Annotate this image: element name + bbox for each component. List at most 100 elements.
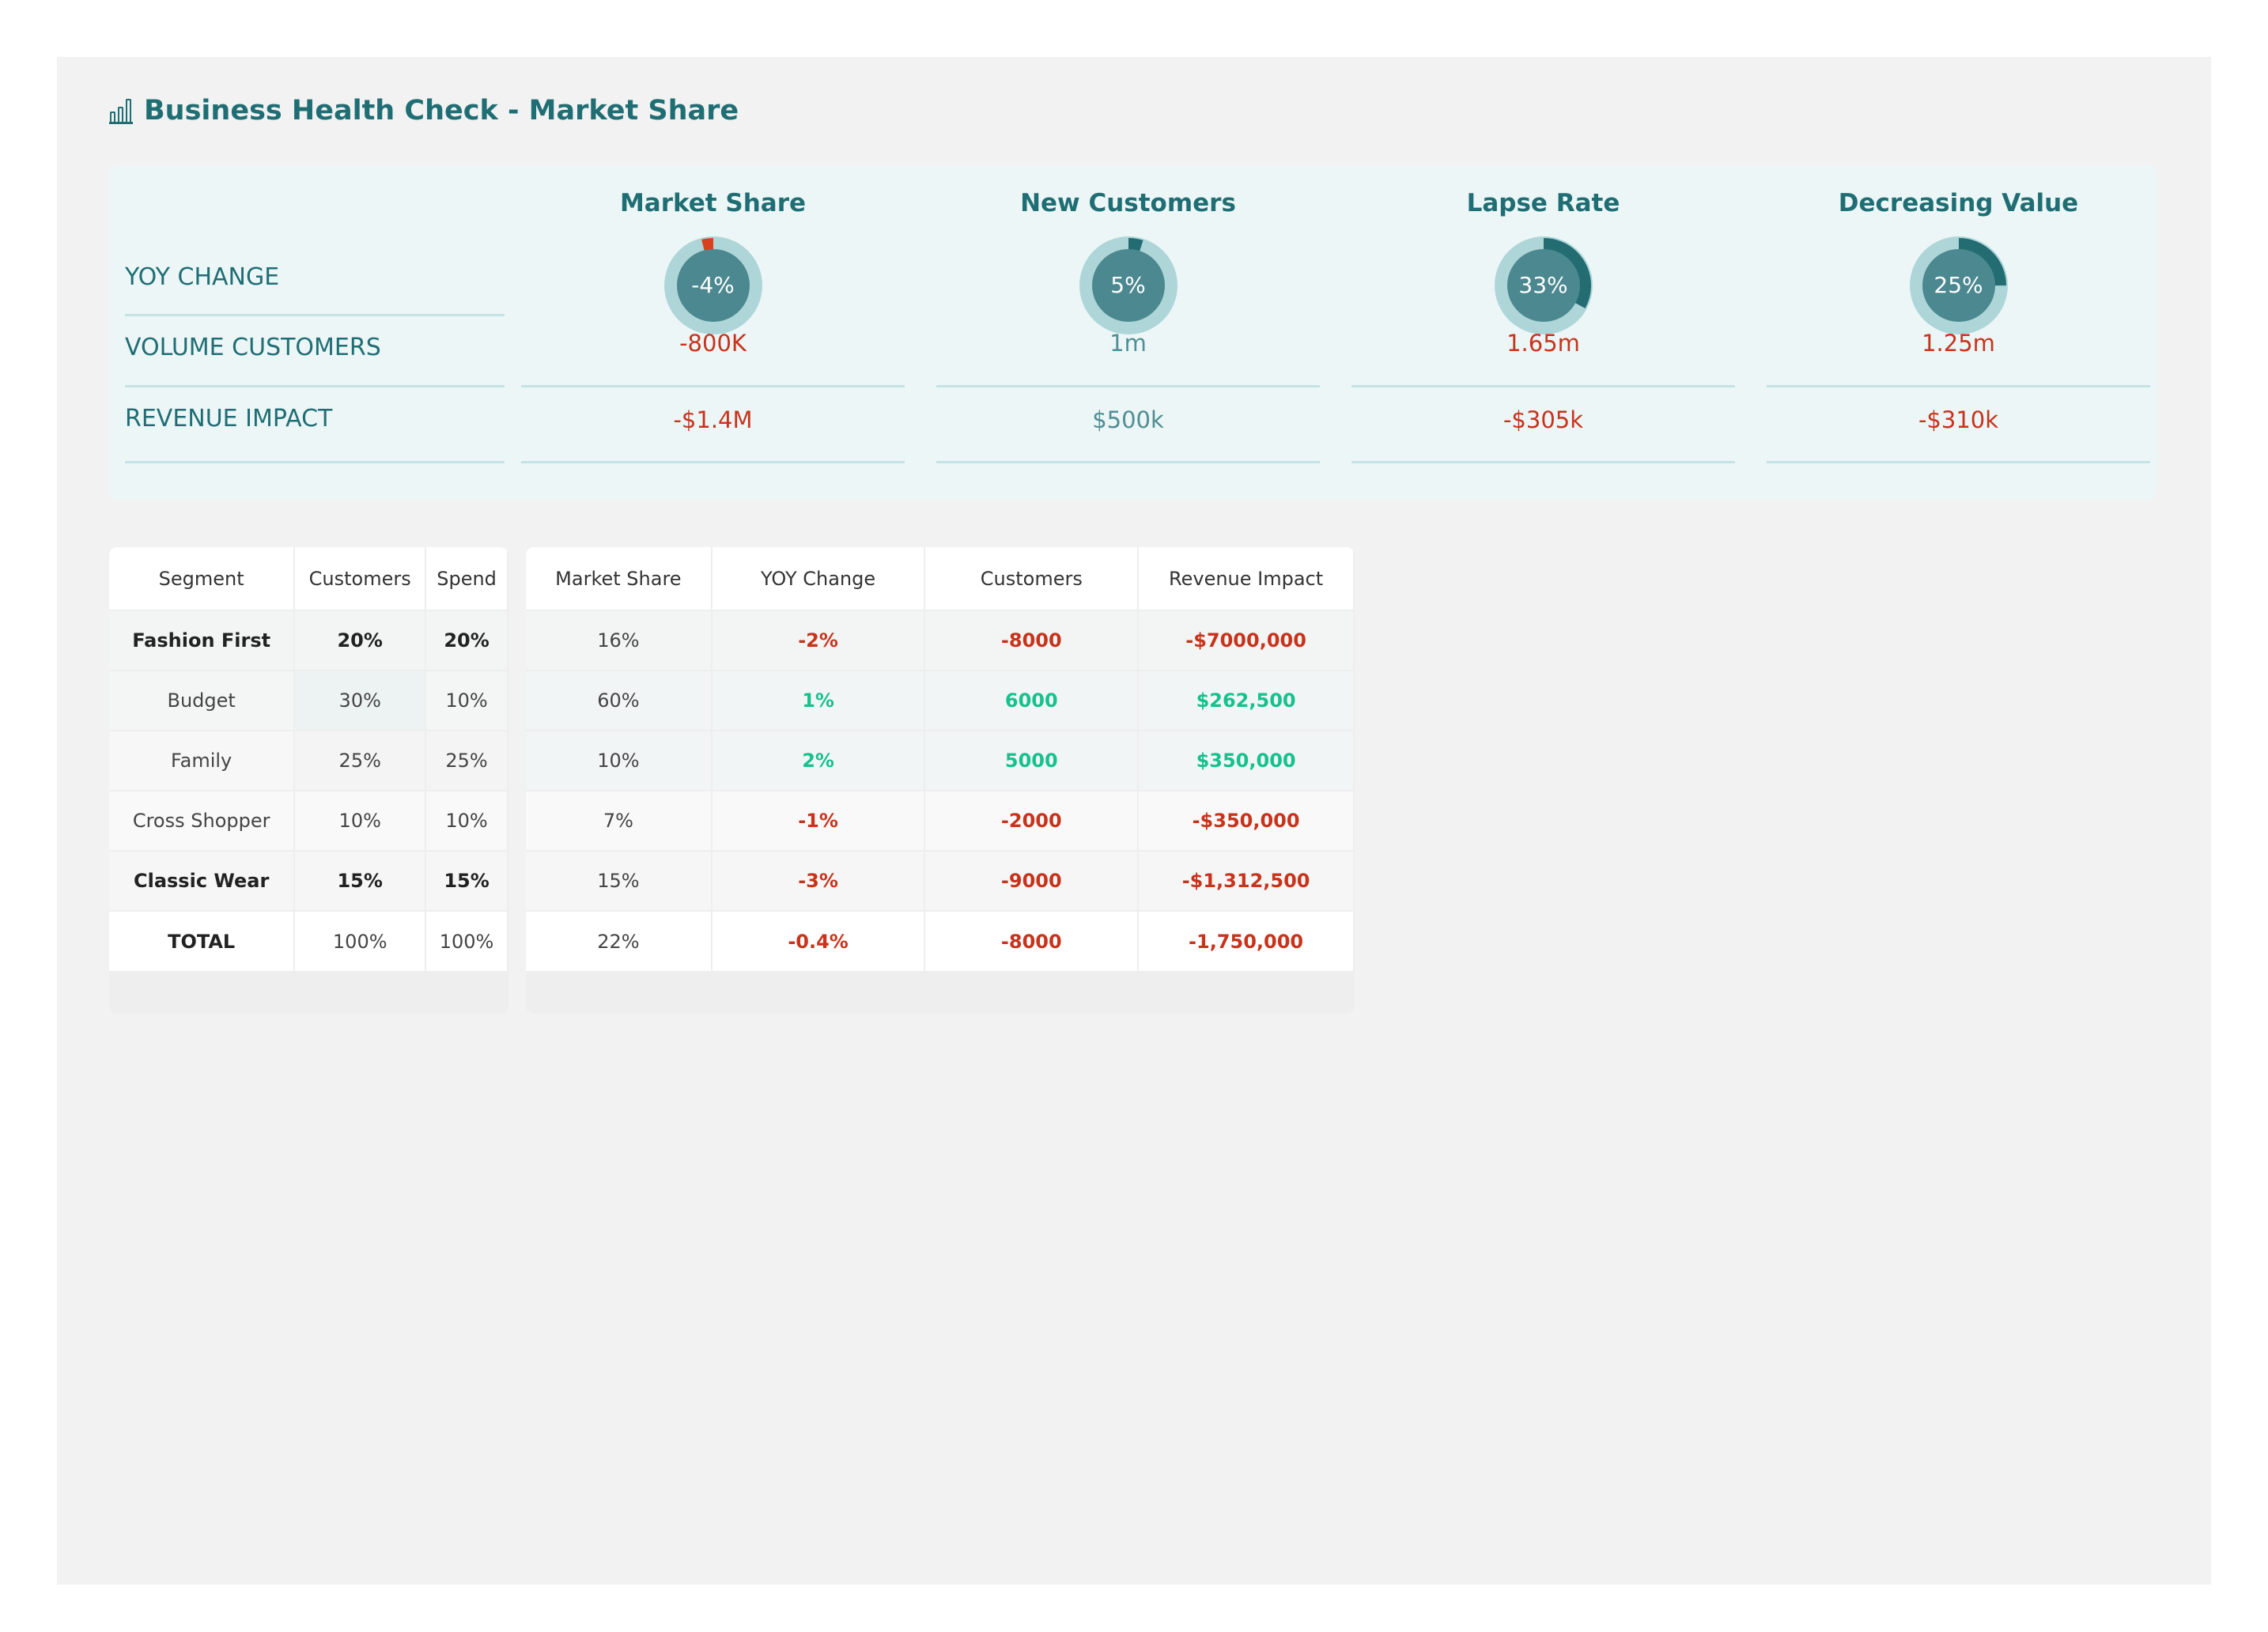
spend-cell: 15% — [425, 850, 508, 911]
yoy-gauge: -4% — [663, 236, 762, 334]
row-divider — [936, 461, 1320, 463]
market-share-cell: 15% — [526, 850, 713, 911]
market-share-cell: 22% — [526, 910, 713, 971]
table-row: 7% -1% -2000 -$350,000 — [526, 790, 1355, 851]
row-divider — [521, 461, 905, 463]
gauge-arc — [1911, 238, 2006, 333]
gauge-value: 33% — [1518, 272, 1568, 298]
kpi-title: Lapse Rate — [1466, 189, 1620, 217]
yoy-gauge: 5% — [1079, 236, 1177, 334]
kpi-column: New Customers 5% 1m $500k — [936, 165, 1320, 500]
page-header: Business Health Check - Market Share — [109, 89, 739, 133]
row-label-revenue-impact: REVENUE IMPACT — [125, 405, 333, 433]
revenue-impact-value: -$310k — [1918, 406, 1999, 433]
kpi-panel: YOY CHANGE VOLUME CUSTOMERS REVENUE IMPA… — [109, 165, 2157, 500]
yoy-cell: 1% — [711, 670, 926, 731]
revenue-impact-value: -$1.4M — [673, 406, 753, 433]
revenue-cell: $262,500 — [1138, 670, 1355, 731]
impact-table: Market Share YOY Change Customers Revenu… — [526, 547, 1355, 1014]
table-header-row: Segment Customers Spend — [109, 547, 508, 610]
volume-customers-value: -800K — [679, 330, 747, 357]
market-share-cell: 60% — [526, 670, 713, 731]
yoy-cell: -1% — [711, 790, 926, 851]
volume-customers-value: 1m — [1109, 330, 1147, 357]
row-divider — [521, 385, 905, 387]
yoy-gauge: 25% — [1909, 236, 2008, 334]
kpi-column: Market Share -4% -800K -$1.4M — [521, 165, 905, 500]
yoy-cell: -3% — [711, 850, 926, 911]
segment-cell: Cross Shopper — [109, 790, 296, 851]
kpi-title: Market Share — [619, 189, 807, 217]
revenue-cell: -$7000,000 — [1138, 610, 1355, 671]
revenue-impact-value: -$305k — [1503, 406, 1584, 433]
spend-cell: 25% — [425, 730, 508, 791]
kpi-column: Decreasing Value 25% 1.25m -$310k — [1767, 165, 2150, 500]
table-row: Classic Wear 15% 15% — [109, 850, 508, 911]
gauge-arc — [1495, 238, 1591, 333]
customers-cell: -8000 — [924, 610, 1140, 671]
table-row: 10% 2% 5000 $350,000 — [526, 730, 1355, 791]
segment-cell: Classic Wear — [109, 850, 296, 911]
market-share-cell: 10% — [526, 730, 713, 791]
segment-cell: Budget — [109, 670, 296, 731]
revenue-cell: -$1,312,500 — [1138, 850, 1355, 911]
page-title: Business Health Check - Market Share — [144, 95, 739, 127]
dashboard-page: Business Health Check - Market Share YOY… — [57, 57, 2211, 1585]
customers-cell: 30% — [294, 670, 427, 731]
gauge-value: -4% — [691, 272, 735, 298]
customers-cell: -9000 — [924, 850, 1140, 911]
kpi-column: Lapse Rate 33% 1.65m -$305k — [1351, 165, 1735, 500]
column-header-spend: Spend — [425, 547, 508, 610]
yoy-cell: 2% — [711, 730, 926, 791]
gauge-value: 25% — [1933, 272, 1983, 298]
column-header-yoy-change: YOY Change — [711, 547, 926, 610]
segment-cell: TOTAL — [109, 910, 296, 971]
revenue-cell: $350,000 — [1138, 730, 1355, 791]
spend-cell: 10% — [425, 790, 508, 851]
table-header-row: Market Share YOY Change Customers Revenu… — [526, 547, 1355, 610]
table-row: 15% -3% -9000 -$1,312,500 — [526, 850, 1355, 911]
customers-cell: -2000 — [924, 790, 1140, 851]
row-divider — [125, 385, 505, 387]
table-row: TOTAL 100% 100% — [109, 910, 508, 971]
gauge-value: 5% — [1110, 272, 1146, 298]
table-row: 16% -2% -8000 -$7000,000 — [526, 610, 1355, 671]
table-row: Budget 30% 10% — [109, 670, 508, 731]
row-label-volume-customers: VOLUME CUSTOMERS — [125, 334, 381, 361]
table-row: Family 25% 25% — [109, 730, 508, 791]
customers-cell: 6000 — [924, 670, 1140, 731]
row-divider — [125, 461, 505, 463]
customers-cell: -8000 — [924, 910, 1140, 971]
column-header-customers: Customers — [294, 547, 427, 610]
row-divider — [125, 314, 505, 316]
spend-cell: 20% — [425, 610, 508, 671]
revenue-cell: -$350,000 — [1138, 790, 1355, 851]
gauge-arc — [1080, 238, 1176, 333]
market-share-cell: 7% — [526, 790, 713, 851]
row-divider — [1351, 385, 1735, 387]
yoy-cell: -0.4% — [711, 910, 926, 971]
revenue-cell: -1,750,000 — [1138, 910, 1355, 971]
spend-cell: 10% — [425, 670, 508, 731]
table-row: Fashion First 20% 20% — [109, 610, 508, 671]
column-header-customers: Customers — [924, 547, 1140, 610]
table-row: 60% 1% 6000 $262,500 — [526, 670, 1355, 731]
table-row: Cross Shopper 10% 10% — [109, 790, 508, 851]
row-divider — [1351, 461, 1735, 463]
segment-cell: Family — [109, 730, 296, 791]
column-header-revenue-impact: Revenue Impact — [1138, 547, 1355, 610]
revenue-impact-value: $500k — [1092, 406, 1164, 433]
kpi-title: New Customers — [1020, 189, 1236, 217]
row-divider — [1767, 461, 2150, 463]
customers-cell: 25% — [294, 730, 427, 791]
segment-cell: Fashion First — [109, 610, 296, 671]
volume-customers-value: 1.25m — [1922, 330, 1995, 357]
column-header-segment: Segment — [109, 547, 296, 610]
yoy-cell: -2% — [711, 610, 926, 671]
gauge-arc — [665, 238, 761, 333]
yoy-gauge: 33% — [1494, 236, 1593, 334]
customers-cell: 5000 — [924, 730, 1140, 791]
market-share-cell: 16% — [526, 610, 713, 671]
row-divider — [936, 385, 1320, 387]
row-divider — [1767, 385, 2150, 387]
